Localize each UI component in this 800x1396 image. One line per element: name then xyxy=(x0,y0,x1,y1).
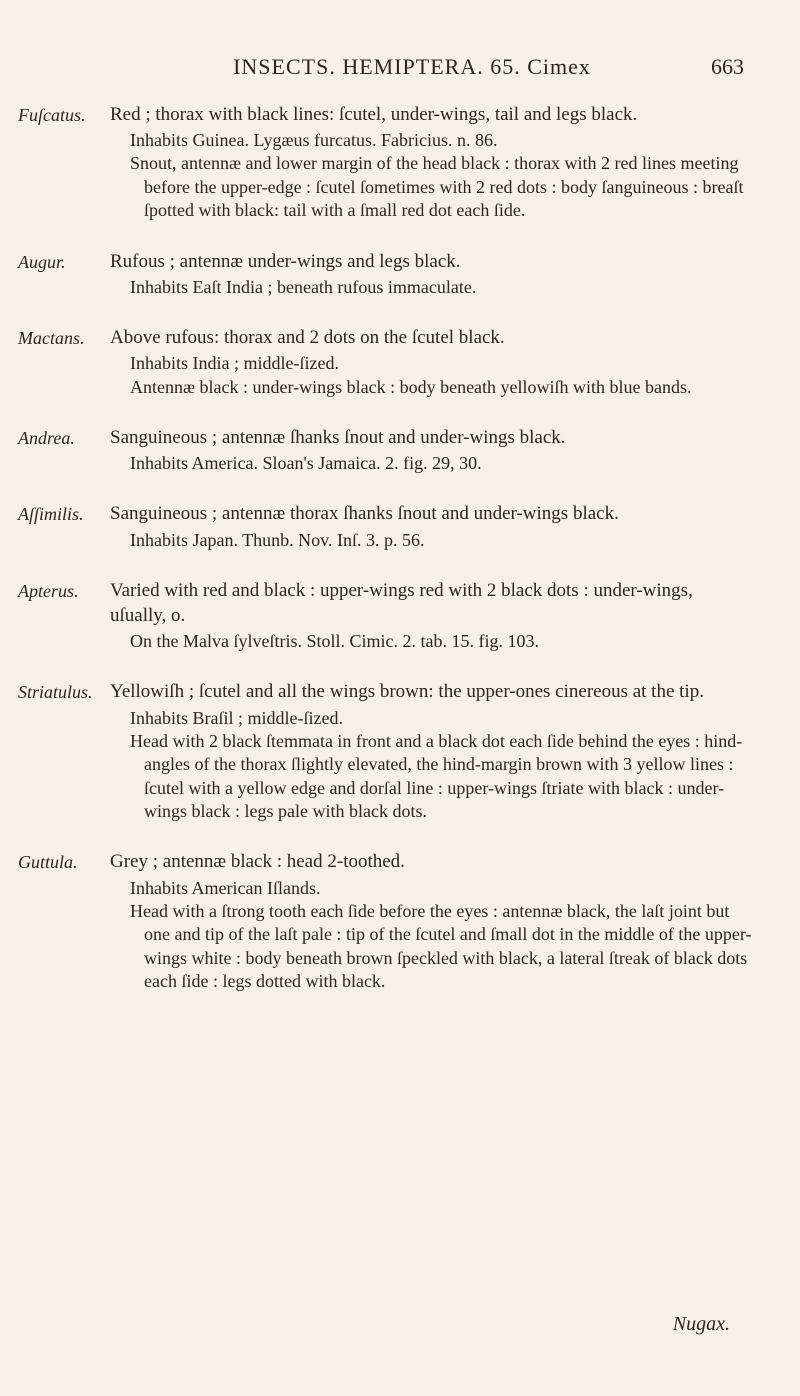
entry-lead: Sanguineous ; antennæ ſhanks ſnout and u… xyxy=(110,425,752,450)
entry-sub: On the Malva ſylveſtris. Stoll. Cimic. 2… xyxy=(110,630,752,653)
entry-sub: Inhabits Eaſt India ; beneath rufous imm… xyxy=(110,276,752,299)
entry-sub: Inhabits Braſil ; middle-ſized. xyxy=(110,707,752,730)
running-header: INSECTS. HEMIPTERA. 65. Cimex 663 xyxy=(100,54,752,80)
page-number: 663 xyxy=(694,54,744,80)
entries-list: Fuſcatus. Red ; thorax with black lines:… xyxy=(100,102,752,994)
entry-striatulus: Striatulus. Yellowiſh ; ſcutel and all t… xyxy=(100,679,752,823)
marginal-label: Mactans. xyxy=(18,325,100,350)
entry-sub: Head with a ſtrong tooth each ſide befor… xyxy=(110,900,752,994)
marginal-label: Guttula. xyxy=(18,849,100,874)
entry-body: Sanguineous ; antennæ ſhanks ſnout and u… xyxy=(110,425,752,475)
entry-andrea: Andrea. Sanguineous ; antennæ ſhanks ſno… xyxy=(100,425,752,475)
marginal-label: Fuſcatus. xyxy=(18,102,100,127)
entry-body: Yellowiſh ; ſcutel and all the wings bro… xyxy=(110,679,752,823)
entry-mactans: Mactans. Above rufous: thorax and 2 dots… xyxy=(100,325,752,399)
entry-augur: Augur. Rufous ; antennæ under-wings and … xyxy=(100,249,752,299)
entry-sub: Inhabits America. Sloan's Jamaica. 2. fi… xyxy=(110,452,752,475)
marginal-label: Apterus. xyxy=(18,578,100,603)
entry-lead: Red ; thorax with black lines: ſcutel, u… xyxy=(110,102,752,127)
entry-sub: Inhabits India ; middle-ſized. xyxy=(110,352,752,375)
entry-sub: Inhabits American Iſlands. xyxy=(110,877,752,900)
entry-sub: Snout, antennæ and lower margin of the h… xyxy=(110,152,752,222)
entry-lead: Above rufous: thorax and 2 dots on the ſ… xyxy=(110,325,752,350)
entry-body: Varied with red and black : upper-wings … xyxy=(110,578,752,654)
entry-fuscatus: Fuſcatus. Red ; thorax with black lines:… xyxy=(100,102,752,223)
entry-assimilis: Aſſimilis. Sanguineous ; antennæ thorax … xyxy=(100,501,752,551)
entry-sub: Inhabits Japan. Thunb. Nov. Inſ. 3. p. 5… xyxy=(110,529,752,552)
entry-sub: Inhabits Guinea. Lygæus furcatus. Fabric… xyxy=(110,129,752,152)
marginal-label: Augur. xyxy=(18,249,100,274)
entry-lead: Yellowiſh ; ſcutel and all the wings bro… xyxy=(110,679,752,704)
entry-lead: Rufous ; antennæ under-wings and legs bl… xyxy=(110,249,752,274)
entry-lead: Grey ; antennæ black : head 2-toothed. xyxy=(110,849,752,874)
marginal-label: Andrea. xyxy=(18,425,100,450)
entry-guttula: Guttula. Grey ; antennæ black : head 2-t… xyxy=(100,849,752,993)
entry-apterus: Apterus. Varied with red and black : upp… xyxy=(100,578,752,654)
entry-lead: Varied with red and black : upper-wings … xyxy=(110,578,752,628)
marginal-label: Striatulus. xyxy=(18,679,100,704)
entry-body: Rufous ; antennæ under-wings and legs bl… xyxy=(110,249,752,299)
entry-body: Grey ; antennæ black : head 2-toothed. I… xyxy=(110,849,752,993)
entry-sub: Head with 2 black ſtemmata in front and … xyxy=(110,730,752,824)
page: INSECTS. HEMIPTERA. 65. Cimex 663 Fuſcat… xyxy=(0,0,800,1396)
marginal-label: Aſſimilis. xyxy=(18,501,100,526)
entry-lead: Sanguineous ; antennæ thorax ſhanks ſnou… xyxy=(110,501,752,526)
catchword: Nugax. xyxy=(673,1313,730,1336)
entry-sub: Antennæ black : under-wings black : body… xyxy=(110,376,752,399)
entry-body: Above rufous: thorax and 2 dots on the ſ… xyxy=(110,325,752,399)
entry-body: Sanguineous ; antennæ thorax ſhanks ſnou… xyxy=(110,501,752,551)
header-title: INSECTS. HEMIPTERA. 65. Cimex xyxy=(142,54,682,80)
entry-body: Red ; thorax with black lines: ſcutel, u… xyxy=(110,102,752,223)
